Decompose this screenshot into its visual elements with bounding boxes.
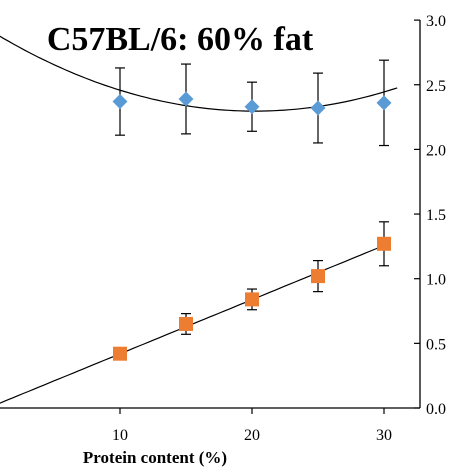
fit-lines — [0, 35, 398, 404]
data-point-square — [245, 292, 259, 307]
x-axis-title: Protein content (%) — [83, 448, 227, 467]
y-tick-label: 1.0 — [426, 272, 446, 289]
data-point-diamond — [178, 91, 194, 107]
data-point-diamond — [376, 95, 392, 111]
y-tick-label: 3.0 — [426, 13, 446, 30]
x-ticks: 10203040 — [112, 408, 392, 444]
data-point-square — [179, 316, 193, 331]
x-tick-label: 30 — [376, 427, 392, 444]
data-point-square — [311, 269, 325, 284]
y-tick-label: 0.0 — [426, 401, 446, 418]
x-tick-label: 10 — [112, 427, 128, 444]
data-point-square — [377, 236, 391, 251]
series-1-fit-line — [0, 35, 398, 112]
data-point-square — [113, 346, 127, 361]
chart-title: C57BL/6: 60% fat — [47, 21, 314, 58]
y-tick-label: 0.5 — [426, 336, 446, 353]
data-point-diamond — [244, 99, 260, 115]
series-2-fit-line — [0, 242, 391, 404]
y-ticks: 0.0 0.5 1.0 1.5 2.0 2.5 3.0 — [414, 13, 446, 418]
y-tick-label: 1.5 — [426, 207, 446, 224]
data-point-diamond — [112, 94, 128, 110]
y-tick-label: 2.5 — [426, 78, 446, 95]
data-points — [112, 91, 392, 361]
x-tick-label: 20 — [244, 427, 260, 444]
y-tick-label: 2.0 — [426, 142, 446, 159]
data-point-diamond — [310, 100, 326, 116]
